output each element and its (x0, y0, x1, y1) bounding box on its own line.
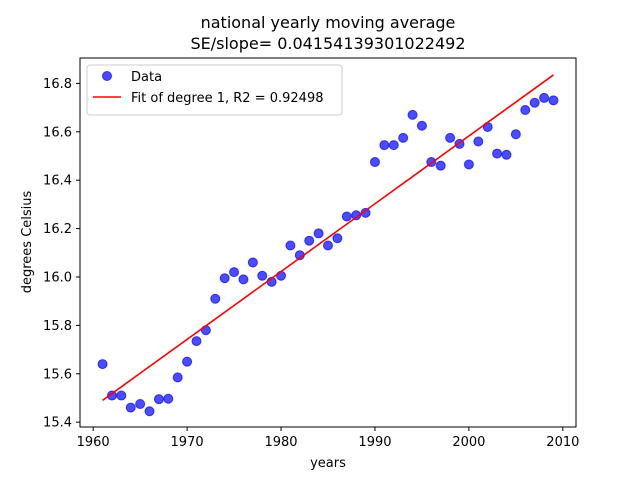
data-point (379, 140, 390, 151)
x-tick-label: 1980 (264, 435, 297, 450)
data-point (210, 293, 221, 304)
data-point (276, 270, 287, 281)
data-point (548, 95, 559, 106)
y-tick-label: 16.6 (43, 125, 72, 140)
data-point (520, 105, 531, 116)
data-point (407, 109, 418, 120)
legend-fit-label: Fit of degree 1, R2 = 0.92498 (131, 91, 323, 106)
x-tick-label: 1970 (171, 435, 204, 450)
data-point (369, 157, 380, 168)
data-point (229, 267, 240, 278)
data-point (200, 325, 211, 336)
y-tick-label: 16.2 (43, 222, 72, 237)
legend-data-label: Data (131, 70, 162, 85)
y-axis: 15.4 15.6 15.8 16.0 16.2 16.4 16.6 16.8 (43, 77, 80, 431)
data-point (135, 399, 146, 410)
data-point (144, 406, 155, 417)
x-tick-label: 1960 (77, 435, 110, 450)
data-point (323, 240, 333, 251)
fit-line (102, 74, 554, 402)
data-point (332, 233, 343, 244)
legend: Data Fit of degree 1, R2 = 0.92498 (86, 64, 343, 116)
data-point (473, 136, 484, 147)
data-point (351, 210, 362, 221)
y-tick-label: 16.4 (43, 174, 72, 189)
chart-subtitle: SE/slope= 0.04154139301022492 (190, 34, 465, 53)
data-point (463, 159, 474, 170)
data-point (125, 402, 136, 413)
x-tick-label: 1990 (358, 435, 391, 450)
legend-box (86, 64, 343, 116)
y-tick-label: 16.8 (43, 77, 72, 92)
data-point (501, 149, 512, 160)
data-point (492, 148, 503, 159)
data-point (445, 132, 456, 143)
data-point (182, 356, 193, 367)
data-point (191, 336, 202, 347)
x-tick-label: 2010 (546, 435, 579, 450)
y-tick-label: 15.8 (43, 319, 72, 334)
data-point (163, 393, 174, 404)
data-point (116, 390, 127, 401)
data-point (341, 211, 352, 222)
y-tick-label: 15.6 (43, 367, 72, 382)
data-point (388, 140, 399, 151)
legend-data-marker (102, 71, 112, 81)
data-point (435, 160, 446, 171)
data-point (153, 394, 164, 405)
chart-title: national yearly moving average (201, 13, 456, 32)
data-point (510, 129, 521, 140)
data-point (238, 274, 249, 285)
data-point (398, 132, 409, 143)
x-axis-label: years (310, 456, 346, 471)
data-point (529, 97, 540, 108)
data-point (304, 235, 315, 246)
data-point (172, 372, 183, 383)
plot-content (97, 74, 559, 417)
x-tick-label: 2000 (452, 435, 485, 450)
plot-frame (79, 57, 577, 428)
data-point (285, 240, 296, 251)
data-point (219, 273, 230, 284)
data-point (416, 120, 427, 131)
data-point (247, 257, 258, 268)
data-point (97, 359, 108, 370)
data-point (257, 270, 268, 281)
y-tick-label: 16.0 (43, 270, 72, 285)
data-point (539, 92, 550, 103)
data-point (313, 228, 324, 239)
y-axis-label: degrees Celsius (20, 191, 35, 294)
y-tick-label: 15.4 (43, 416, 72, 431)
x-axis: 1960 1970 1980 1990 2000 2010 (77, 427, 579, 450)
